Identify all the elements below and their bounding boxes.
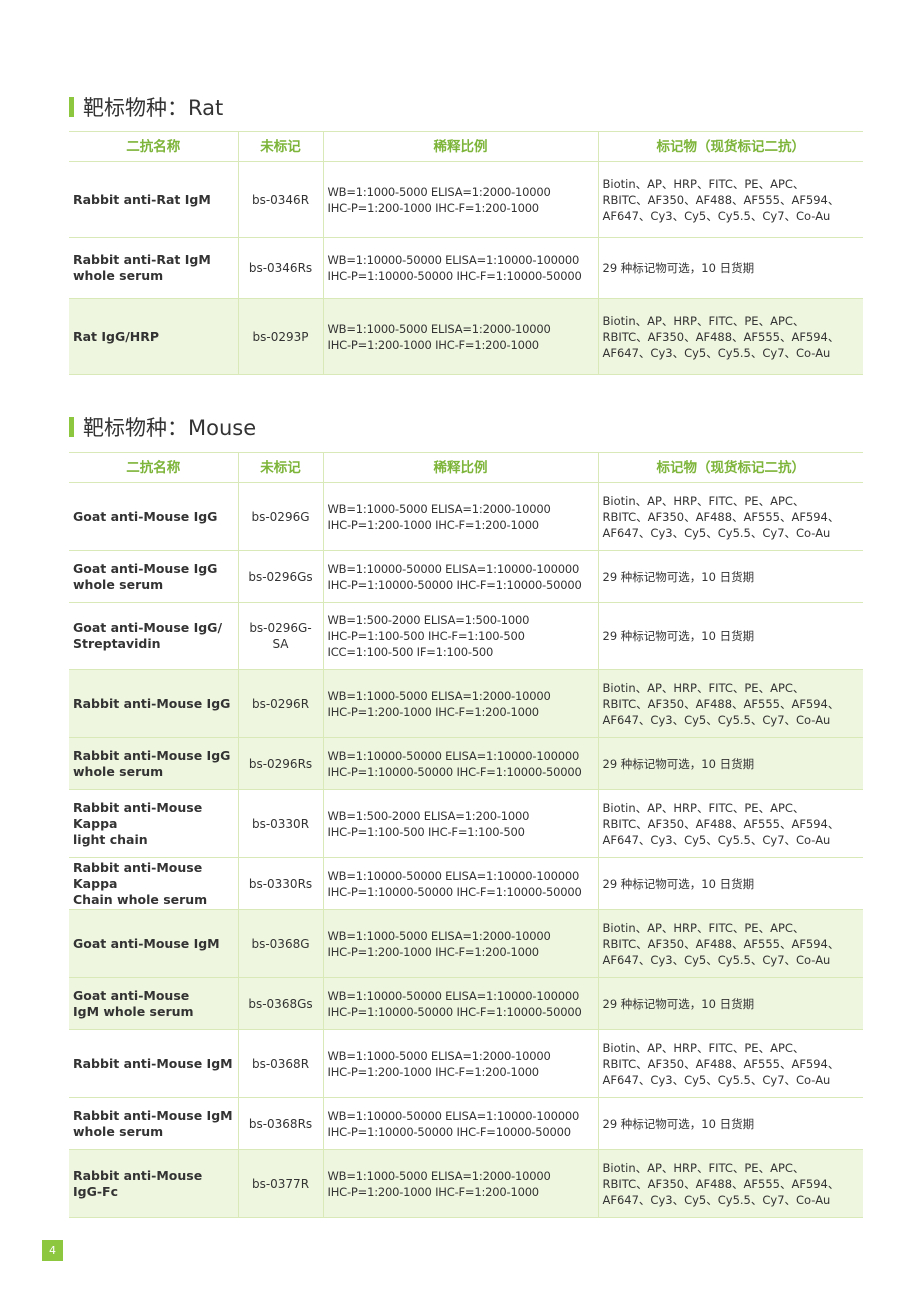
label-options: 29 种标记物可选，10 日货期 xyxy=(597,857,863,910)
label-options: 29 种标记物可选，10 日货期 xyxy=(597,602,863,670)
product-code: bs-0377R xyxy=(237,1149,324,1218)
dilution-ratio: WB=1:10000-50000 ELISA=1:10000-100000 IH… xyxy=(322,857,599,910)
antibody-name: Rabbit anti-Rat IgM whole serum xyxy=(69,237,239,299)
column-header: 稀释比例 xyxy=(322,452,599,483)
product-code: bs-0346Rs xyxy=(237,237,324,299)
table-row: Rabbit anti-Mouse IgG-Fc bs-0377R WB=1:100… xyxy=(69,1149,863,1218)
table-row: Rabbit anti-Rat IgM whole serum bs-0346Rs… xyxy=(69,237,863,299)
label-options: 29 种标记物可选，10 日货期 xyxy=(597,977,863,1030)
antibody-name: Rabbit anti-Rat IgM xyxy=(69,161,239,238)
dilution-ratio: WB=1:10000-50000 ELISA=1:10000-100000 IH… xyxy=(322,1097,599,1150)
dilution-ratio: WB=1:1000-5000 ELISA=1:2000-10000 IHC-P=… xyxy=(322,909,599,978)
section-title-rat: 靶标物种：Rat xyxy=(69,92,223,122)
label-options: Biotin、AP、HRP、FITC、PE、APC、 RBITC、AF350、A… xyxy=(597,161,863,238)
table-row: Goat anti-Mouse IgM whole serum bs-0368Gs… xyxy=(69,977,863,1030)
product-code: bs-0296G- SA xyxy=(237,602,324,670)
product-code: bs-0296Rs xyxy=(237,737,324,790)
product-code: bs-0368Rs xyxy=(237,1097,324,1150)
table-row: Rabbit anti-Mouse IgG bs-0296R WB=1:1000-5… xyxy=(69,669,863,738)
product-code: bs-0296R xyxy=(237,669,324,738)
rat-antibody-table: 二抗名称 未标记 稀释比例 标记物（现货标记二抗） Rabbit anti-Rat Ig… xyxy=(69,131,863,375)
product-code: bs-0296G xyxy=(237,482,324,551)
antibody-name: Rabbit anti-Mouse Kappa Chain whole seru… xyxy=(69,857,239,910)
label-options: Biotin、AP、HRP、FITC、PE、APC、 RBITC、AF350、A… xyxy=(597,909,863,978)
table-header-row: 二抗名称 未标记 稀释比例 标记物（现货标记二抗） xyxy=(69,452,863,483)
column-header: 标记物（现货标记二抗） xyxy=(597,131,863,162)
table-row: Rat IgG/HRP bs-0293P WB=1:1000-5000 ELISA=… xyxy=(69,298,863,375)
column-header: 未标记 xyxy=(237,452,324,483)
antibody-name: Rabbit anti-Mouse IgM whole serum xyxy=(69,1097,239,1150)
section-title-mouse: 靶标物种：Mouse xyxy=(69,412,256,442)
product-code: bs-0346R xyxy=(237,161,324,238)
table-header-row: 二抗名称 未标记 稀释比例 标记物（现货标记二抗） xyxy=(69,131,863,162)
label-options: 29 种标记物可选，10 日货期 xyxy=(597,737,863,790)
product-code: bs-0368G xyxy=(237,909,324,978)
antibody-name: Rat IgG/HRP xyxy=(69,298,239,375)
dilution-ratio: WB=1:1000-5000 ELISA=1:2000-10000 IHC-P=… xyxy=(322,161,599,238)
label-options: Biotin、AP、HRP、FITC、PE、APC、 RBITC、AF350、A… xyxy=(597,669,863,738)
product-code: bs-0368Gs xyxy=(237,977,324,1030)
product-code: bs-0330R xyxy=(237,789,324,858)
table-row: Goat anti-Mouse IgG whole serum bs-0296Gs… xyxy=(69,550,863,603)
label-options: Biotin、AP、HRP、FITC、PE、APC、 RBITC、AF350、A… xyxy=(597,1149,863,1218)
product-code: bs-0293P xyxy=(237,298,324,375)
column-header: 标记物（现货标记二抗） xyxy=(597,452,863,483)
column-header: 未标记 xyxy=(237,131,324,162)
product-code: bs-0368R xyxy=(237,1029,324,1098)
table-row: Rabbit anti-Mouse IgM bs-0368R WB=1:1000-5… xyxy=(69,1029,863,1098)
page-number: 4 xyxy=(42,1240,63,1261)
product-code: bs-0330Rs xyxy=(237,857,324,910)
label-options: 29 种标记物可选，10 日货期 xyxy=(597,1097,863,1150)
dilution-ratio: WB=1:1000-5000 ELISA=1:2000-10000 IHC-P=… xyxy=(322,1149,599,1218)
dilution-ratio: WB=1:10000-50000 ELISA=1:10000-100000 IH… xyxy=(322,977,599,1030)
title-accent-bar xyxy=(69,97,74,117)
column-header: 二抗名称 xyxy=(69,452,239,483)
column-header: 稀释比例 xyxy=(322,131,599,162)
antibody-name: Goat anti-Mouse IgG xyxy=(69,482,239,551)
dilution-ratio: WB=1:1000-5000 ELISA=1:2000-10000 IHC-P=… xyxy=(322,482,599,551)
antibody-name: Goat anti-Mouse IgM xyxy=(69,909,239,978)
label-options: 29 种标记物可选，10 日货期 xyxy=(597,550,863,603)
label-options: Biotin、AP、HRP、FITC、PE、APC、 RBITC、AF350、A… xyxy=(597,482,863,551)
column-header: 二抗名称 xyxy=(69,131,239,162)
dilution-ratio: WB=1:10000-50000 ELISA=1:10000-100000 IH… xyxy=(322,737,599,790)
antibody-name: Rabbit anti-Mouse Kappa light chain xyxy=(69,789,239,858)
antibody-name: Goat anti-Mouse IgM whole serum xyxy=(69,977,239,1030)
antibody-name: Rabbit anti-Mouse IgG whole serum xyxy=(69,737,239,790)
dilution-ratio: WB=1:1000-5000 ELISA=1:2000-10000 IHC-P=… xyxy=(322,669,599,738)
table-row: Rabbit anti-Rat IgM bs-0346R WB=1:1000-500… xyxy=(69,161,863,238)
antibody-name: Rabbit anti-Mouse IgM xyxy=(69,1029,239,1098)
section-title-text: 靶标物种：Mouse xyxy=(83,416,257,440)
dilution-ratio: WB=1:500-2000 ELISA=1:500-1000 IHC-P=1:1… xyxy=(322,602,599,670)
dilution-ratio: WB=1:1000-5000 ELISA=1:2000-10000 IHC-P=… xyxy=(322,1029,599,1098)
label-options: Biotin、AP、HRP、FITC、PE、APC、 RBITC、AF350、A… xyxy=(597,789,863,858)
table-row: Rabbit anti-Mouse IgM whole serum bs-0368… xyxy=(69,1097,863,1150)
product-code: bs-0296Gs xyxy=(237,550,324,603)
table-row: Rabbit anti-Mouse IgG whole serum bs-0296… xyxy=(69,737,863,790)
label-options: Biotin、AP、HRP、FITC、PE、APC、 RBITC、AF350、A… xyxy=(597,298,863,375)
label-options: 29 种标记物可选，10 日货期 xyxy=(597,237,863,299)
label-options: Biotin、AP、HRP、FITC、PE、APC、 RBITC、AF350、A… xyxy=(597,1029,863,1098)
table-row: Goat anti-Mouse IgM bs-0368G WB=1:1000-500… xyxy=(69,909,863,978)
title-accent-bar xyxy=(69,417,74,437)
table-row: Rabbit anti-Mouse Kappa light chain bs-03… xyxy=(69,789,863,858)
dilution-ratio: WB=1:10000-50000 ELISA=1:10000-100000 IH… xyxy=(322,237,599,299)
table-row: Goat anti-Mouse IgG bs-0296G WB=1:1000-500… xyxy=(69,482,863,551)
antibody-name: Rabbit anti-Mouse IgG xyxy=(69,669,239,738)
mouse-antibody-table: 二抗名称 未标记 稀释比例 标记物（现货标记二抗） Goat anti-Mouse Ig… xyxy=(69,452,863,1218)
table-row: Goat anti-Mouse IgG/ Streptavidin bs-0296… xyxy=(69,602,863,670)
antibody-name: Rabbit anti-Mouse IgG-Fc xyxy=(69,1149,239,1218)
dilution-ratio: WB=1:500-2000 ELISA=1:200-1000 IHC-P=1:1… xyxy=(322,789,599,858)
antibody-name: Goat anti-Mouse IgG/ Streptavidin xyxy=(69,602,239,670)
antibody-name: Goat anti-Mouse IgG whole serum xyxy=(69,550,239,603)
dilution-ratio: WB=1:1000-5000 ELISA=1:2000-10000 IHC-P=… xyxy=(322,298,599,375)
section-title-text: 靶标物种：Rat xyxy=(83,96,224,120)
table-row: Rabbit anti-Mouse Kappa Chain whole seru… xyxy=(69,857,863,910)
dilution-ratio: WB=1:10000-50000 ELISA=1:10000-100000 IH… xyxy=(322,550,599,603)
